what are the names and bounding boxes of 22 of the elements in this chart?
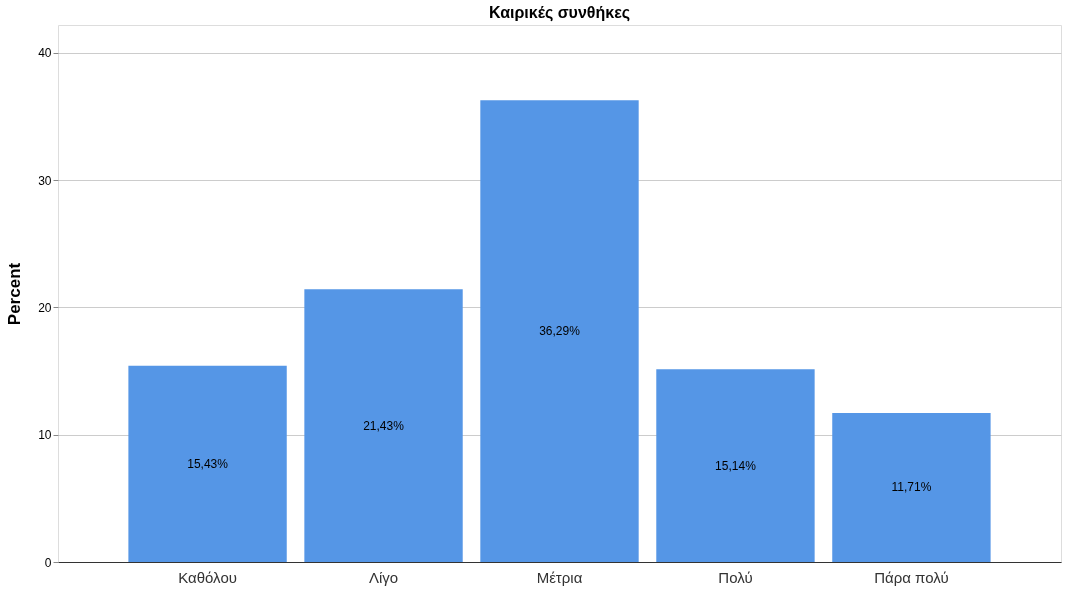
y-tick-label: 40 [38,46,52,61]
y-tick-label: 0 [44,555,52,570]
data-label: 21,43% [363,418,405,433]
y-tick-label: 30 [38,173,52,188]
bar [128,365,287,562]
x-tick-label: Λίγο [368,568,399,586]
x-tick-label: Καθόλου [178,568,237,586]
bar [480,100,639,562]
x-tick-label: Μέτρια [536,568,583,586]
x-tick-label: Πολύ [718,568,753,586]
bar [304,289,463,562]
bar [832,412,991,562]
data-label: 15,14% [715,458,757,473]
data-label: 36,29% [539,324,581,339]
y-axis-title: Percent [5,262,25,326]
y-tick-label: 20 [38,301,52,315]
y-tick-label: 10 [38,428,52,443]
x-tick-label: Πάρα πολύ [874,568,949,586]
bar [656,369,815,562]
chart-title: Καιρικές συνθήκες [488,4,631,22]
data-label: 11,71% [891,480,932,495]
data-label: 15,43% [187,456,229,471]
